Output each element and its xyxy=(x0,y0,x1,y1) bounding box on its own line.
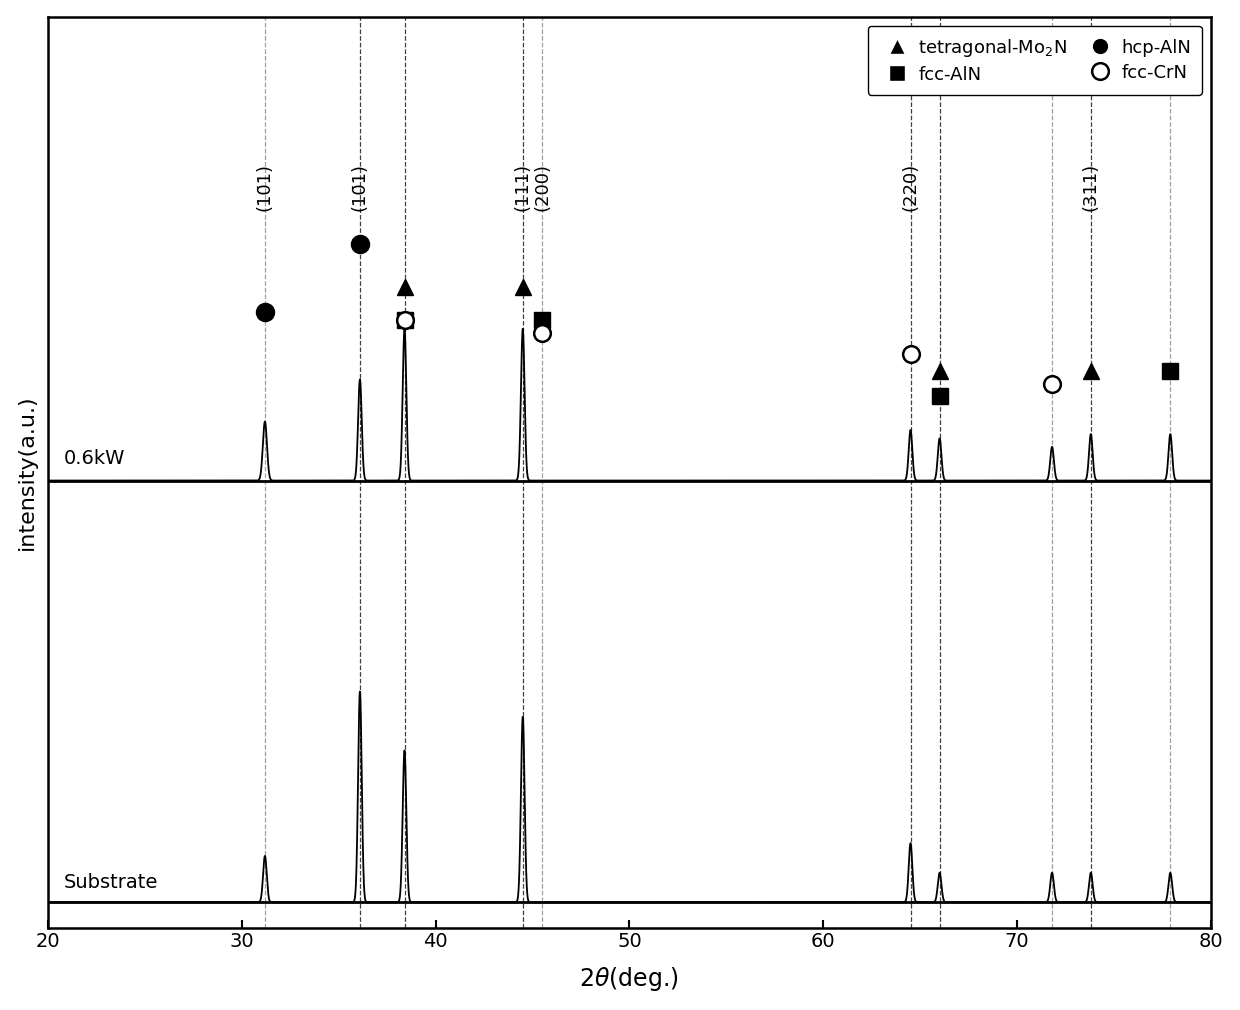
Text: (220): (220) xyxy=(901,163,920,211)
Text: 0.6kW: 0.6kW xyxy=(63,448,125,468)
Y-axis label: intensity(a.u.): intensity(a.u.) xyxy=(16,394,37,549)
Text: (10̄1): (10̄1) xyxy=(255,163,274,211)
Text: (200): (200) xyxy=(533,163,551,211)
Text: Substrate: Substrate xyxy=(63,874,157,892)
Text: (10̄1): (10̄1) xyxy=(351,163,370,211)
X-axis label: $2\theta$(deg.): $2\theta$(deg.) xyxy=(579,966,680,993)
Legend: tetragonal-Mo$_2$N, fcc-AlN, hcp-AlN, fcc-CrN: tetragonal-Mo$_2$N, fcc-AlN, hcp-AlN, fc… xyxy=(868,25,1202,95)
Text: (111): (111) xyxy=(513,163,532,211)
Text: (311): (311) xyxy=(1081,163,1100,211)
